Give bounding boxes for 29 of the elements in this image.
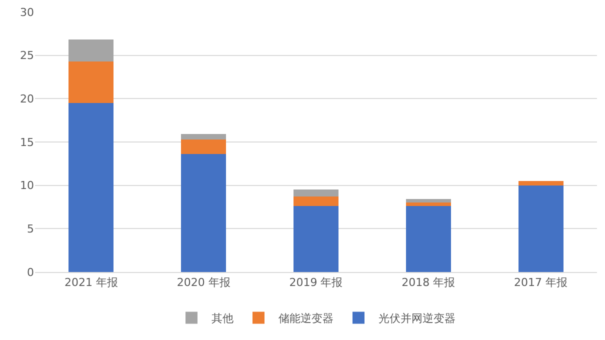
legend-label: 储能逆变器 <box>278 312 334 325</box>
x-tick-label: 2021 年报 <box>64 276 118 290</box>
bar <box>181 139 226 154</box>
bar <box>294 190 338 197</box>
x-tick-label: 2020 年报 <box>176 276 230 290</box>
bar <box>68 103 114 272</box>
bar <box>294 196 338 206</box>
x-tick-label: 2017 年报 <box>514 276 568 290</box>
legend-label: 其他 <box>212 312 234 325</box>
y-tick-label: 0 <box>27 266 34 279</box>
y-tick-label: 25 <box>20 49 34 62</box>
bar <box>68 40 114 62</box>
y-tick-label: 15 <box>20 136 34 149</box>
bar <box>181 154 226 272</box>
bar <box>518 185 564 272</box>
bar <box>406 199 451 203</box>
bar <box>406 206 451 272</box>
bar <box>294 206 338 272</box>
y-tick-label: 20 <box>20 92 34 106</box>
x-tick-label: 2018 年报 <box>402 276 456 290</box>
y-tick-label: 30 <box>20 6 34 19</box>
legend-label: 光伏并网逆变器 <box>378 312 456 325</box>
x-tick-label: 2019 年报 <box>289 276 343 290</box>
y-tick-label: 10 <box>20 179 34 192</box>
bar <box>181 134 226 140</box>
bar <box>518 181 564 186</box>
bar <box>406 202 451 206</box>
y-tick-label: 5 <box>27 222 34 236</box>
bar <box>68 61 114 103</box>
